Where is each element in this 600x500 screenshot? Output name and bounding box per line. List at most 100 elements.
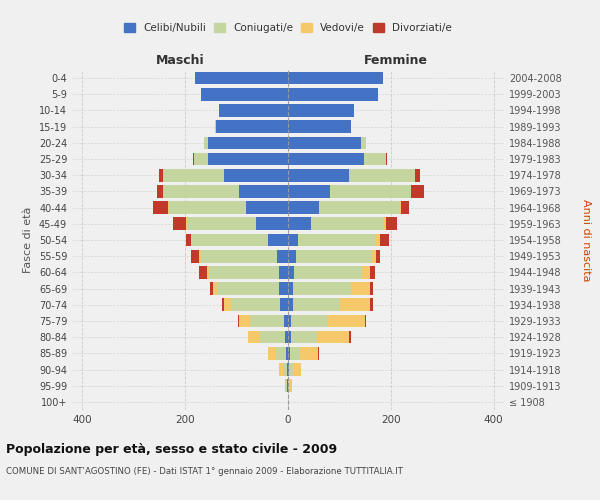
Bar [286,347,288,360]
Bar [193,234,268,246]
Bar [386,152,387,166]
Bar [296,250,372,262]
Y-axis label: Fasce di età: Fasce di età [23,207,33,273]
Bar [288,202,319,214]
Bar [290,314,328,328]
Bar [372,250,376,262]
Bar [194,152,208,166]
Bar [349,169,415,181]
Bar [232,298,280,311]
Bar [319,202,400,214]
Bar [288,347,290,360]
Bar [288,169,349,181]
Bar [153,202,168,214]
Bar [288,331,290,344]
Bar [365,314,366,328]
Text: Popolazione per età, sesso e stato civile - 2009: Popolazione per età, sesso e stato civil… [6,442,337,456]
Bar [311,218,384,230]
Bar [173,218,185,230]
Text: Femmine: Femmine [364,54,428,67]
Bar [279,363,283,376]
Bar [288,314,290,328]
Bar [284,314,288,328]
Bar [209,266,279,278]
Bar [185,218,187,230]
Bar [200,88,288,101]
Bar [288,72,383,85]
Bar [412,185,424,198]
Bar [288,136,361,149]
Bar [199,266,207,278]
Text: Maschi: Maschi [155,54,205,67]
Bar [370,282,373,295]
Bar [248,331,260,344]
Bar [286,331,288,344]
Bar [380,234,389,246]
Bar [376,234,380,246]
Bar [288,298,293,311]
Bar [288,152,364,166]
Bar [340,298,370,311]
Bar [169,202,246,214]
Bar [290,347,300,360]
Bar [191,250,199,262]
Bar [204,136,208,149]
Bar [277,250,288,262]
Bar [196,72,288,85]
Bar [279,282,288,295]
Bar [213,282,217,295]
Bar [279,266,288,278]
Bar [290,331,317,344]
Bar [288,104,354,117]
Bar [280,298,288,311]
Bar [238,314,239,328]
Legend: Celibi/Nubili, Coniugati/e, Vedovi/e, Divorziati/e: Celibi/Nubili, Coniugati/e, Vedovi/e, Di… [122,21,454,35]
Bar [415,169,419,181]
Bar [199,250,200,262]
Bar [288,120,351,133]
Bar [289,363,293,376]
Bar [376,250,380,262]
Bar [285,380,286,392]
Bar [215,120,216,133]
Bar [159,169,163,181]
Bar [370,266,375,278]
Bar [193,152,194,166]
Bar [289,380,292,392]
Bar [260,331,286,344]
Bar [218,104,288,117]
Bar [317,331,349,344]
Bar [239,185,288,198]
Bar [283,363,287,376]
Bar [298,234,376,246]
Bar [216,120,288,133]
Bar [370,298,373,311]
Bar [163,169,224,181]
Bar [200,250,277,262]
Bar [293,363,301,376]
Bar [330,185,412,198]
Bar [250,314,284,328]
Bar [401,202,409,214]
Bar [288,218,311,230]
Bar [224,169,288,181]
Bar [349,331,351,344]
Bar [268,347,276,360]
Bar [287,363,288,376]
Bar [300,347,318,360]
Bar [386,218,397,230]
Bar [294,266,362,278]
Bar [187,218,256,230]
Bar [286,380,287,392]
Bar [208,152,288,166]
Bar [364,152,386,166]
Text: COMUNE DI SANT'AGOSTINO (FE) - Dati ISTAT 1° gennaio 2009 - Elaborazione TUTTITA: COMUNE DI SANT'AGOSTINO (FE) - Dati ISTA… [6,468,403,476]
Bar [268,234,288,246]
Bar [288,363,289,376]
Bar [239,314,250,328]
Bar [221,298,224,311]
Bar [157,185,163,198]
Bar [361,136,366,149]
Bar [191,234,193,246]
Bar [246,202,288,214]
